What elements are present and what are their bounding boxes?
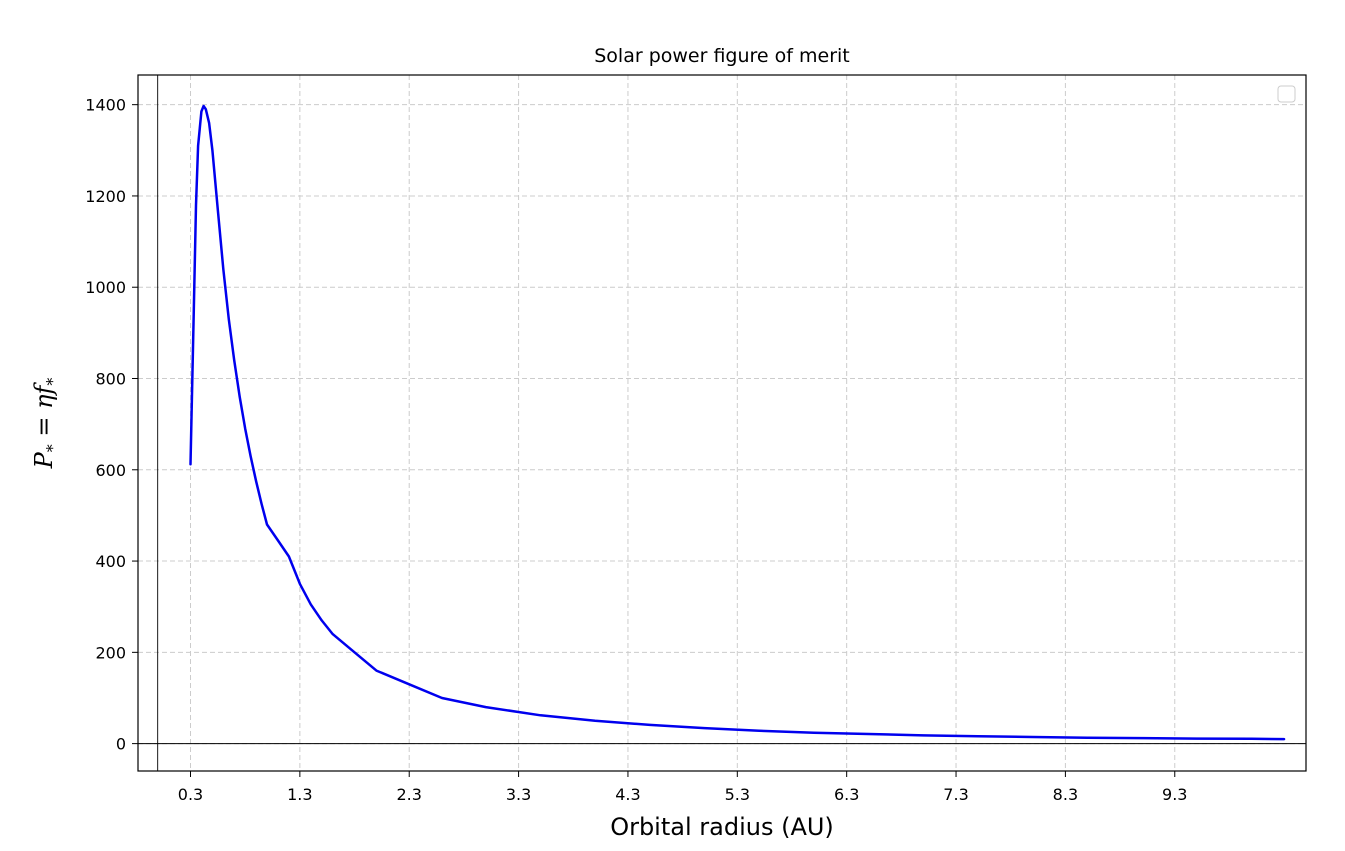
x-tick-label: 2.3: [396, 785, 421, 804]
x-tick-label: 3.3: [506, 785, 531, 804]
y-tick-label: 0: [116, 735, 126, 754]
y-axis-label: P* = ηf*: [30, 378, 62, 470]
x-tick-label: 1.3: [287, 785, 312, 804]
x-tick-label: 5.3: [725, 785, 750, 804]
series-line: [189, 104, 1286, 741]
series-group: [189, 104, 1286, 741]
y-tick-label: 1400: [85, 96, 126, 115]
reference-lines: [138, 75, 1306, 771]
x-tick-label: 6.3: [834, 785, 859, 804]
x-axis: 0.3 1.3 2.3 3.3 4.3 5.3 6.3 7.3 8.3 9.3: [178, 771, 1187, 804]
x-tick-label: 0.3: [178, 785, 203, 804]
y-axis: 0 200 400 600 800 1000 1200 1400: [85, 96, 138, 754]
y-label-sub: *: [43, 444, 62, 452]
x-tick-label: 9.3: [1162, 785, 1187, 804]
y-tick-label: 600: [95, 461, 126, 480]
y-label-eq: = ηf: [30, 381, 58, 444]
y-tick-label: 800: [95, 370, 126, 389]
y-label-sub2: *: [43, 378, 62, 386]
legend-box: [1277, 85, 1296, 103]
y-tick-label: 200: [95, 643, 126, 662]
y-label-main: P: [30, 451, 58, 469]
x-tick-label: 7.3: [943, 785, 968, 804]
x-tick-label: 8.3: [1053, 785, 1078, 804]
x-axis-label: Orbital radius (AU): [610, 813, 834, 841]
y-tick-label: 1000: [85, 278, 126, 297]
y-tick-label: 1200: [85, 187, 126, 206]
x-tick-label: 4.3: [615, 785, 640, 804]
chart-title: Solar power figure of merit: [594, 45, 850, 67]
y-tick-label: 400: [95, 552, 126, 571]
plot-frame: [137, 74, 1307, 772]
